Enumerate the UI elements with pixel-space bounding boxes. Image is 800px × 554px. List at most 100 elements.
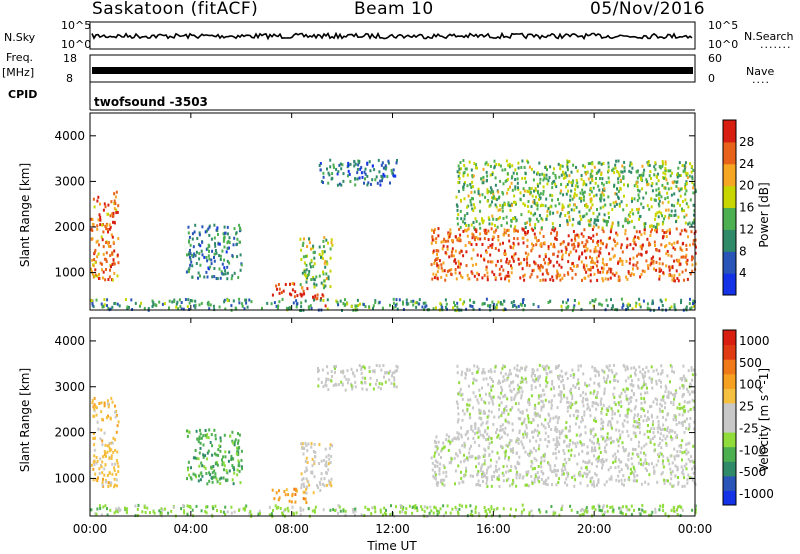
heatmap-cell bbox=[620, 400, 622, 404]
heatmap-cell bbox=[312, 246, 314, 250]
heatmap-cell bbox=[312, 276, 315, 279]
heatmap-cell bbox=[636, 170, 639, 174]
heatmap-cell bbox=[490, 227, 493, 231]
heatmap-cell bbox=[542, 278, 545, 282]
heatmap-cell bbox=[641, 269, 644, 273]
heatmap-cell bbox=[507, 274, 510, 278]
heatmap-cell bbox=[494, 183, 497, 187]
heatmap-cell bbox=[536, 429, 539, 433]
heatmap-cell bbox=[469, 182, 472, 186]
heatmap-cell bbox=[533, 379, 536, 383]
heatmap-cell bbox=[360, 367, 363, 371]
heatmap-cell bbox=[692, 444, 695, 448]
heatmap-cell bbox=[559, 212, 562, 216]
heatmap-cell bbox=[115, 413, 118, 417]
heatmap-cell bbox=[544, 278, 547, 282]
heatmap-cell bbox=[686, 262, 689, 266]
heatmap-cell bbox=[494, 247, 497, 250]
heatmap-cell bbox=[662, 162, 664, 166]
heatmap-cell bbox=[335, 365, 337, 368]
heatmap-cell bbox=[514, 187, 517, 191]
heatmap-cell bbox=[498, 467, 501, 471]
heatmap-cell bbox=[536, 182, 539, 186]
heatmap-cell bbox=[230, 505, 233, 509]
heatmap-cell bbox=[455, 437, 458, 441]
heatmap-cell bbox=[472, 381, 475, 385]
heatmap-cell bbox=[115, 190, 118, 194]
heatmap-cell bbox=[527, 200, 530, 203]
heatmap-cell bbox=[565, 174, 568, 178]
heatmap-cell bbox=[547, 462, 550, 466]
heatmap-cell bbox=[606, 509, 609, 513]
heatmap-cell bbox=[658, 262, 661, 266]
heatmap-cell bbox=[458, 228, 461, 231]
heatmap-cell bbox=[226, 271, 229, 275]
heatmap-cell bbox=[236, 468, 239, 472]
heatmap-cell bbox=[105, 227, 108, 231]
heatmap-cell bbox=[149, 511, 151, 515]
heatmap-cell bbox=[188, 240, 190, 244]
heatmap-cell bbox=[490, 505, 493, 509]
heatmap-cell bbox=[517, 161, 520, 165]
heatmap-cell bbox=[612, 201, 615, 205]
heatmap-cell bbox=[562, 472, 565, 476]
heatmap-cell bbox=[114, 202, 117, 206]
heatmap-cell bbox=[596, 483, 598, 487]
heatmap-cell bbox=[554, 174, 557, 177]
heatmap-cell bbox=[586, 484, 589, 488]
heatmap-cell bbox=[587, 162, 590, 166]
heatmap-cell bbox=[318, 443, 321, 447]
heatmap-cell bbox=[328, 479, 331, 483]
heatmap-cell bbox=[627, 454, 630, 457]
heatmap-cell bbox=[547, 366, 550, 370]
heatmap-cell bbox=[231, 430, 234, 434]
heatmap-cell bbox=[512, 257, 515, 261]
heatmap-cell bbox=[488, 392, 491, 396]
heatmap-cell bbox=[360, 371, 363, 375]
heatmap-cell bbox=[556, 260, 559, 264]
heatmap-cell bbox=[595, 407, 598, 411]
heatmap-cell bbox=[668, 231, 671, 235]
heatmap-cell bbox=[676, 433, 679, 437]
heatmap-cell bbox=[356, 167, 359, 171]
heatmap-cell bbox=[455, 452, 458, 456]
heatmap-cell bbox=[671, 278, 674, 282]
heatmap-cell bbox=[343, 304, 346, 307]
heatmap-cell bbox=[463, 453, 465, 457]
heatmap-cell bbox=[626, 244, 629, 247]
heatmap-cell bbox=[300, 301, 303, 305]
heatmap-cell bbox=[681, 406, 684, 410]
heatmap-cell bbox=[595, 256, 598, 260]
heatmap-cell bbox=[432, 251, 435, 255]
heatmap-cell bbox=[463, 300, 466, 304]
heatmap-cell bbox=[313, 262, 316, 266]
heatmap-cell bbox=[624, 379, 627, 383]
heatmap-cell bbox=[536, 239, 539, 243]
heatmap-cell bbox=[105, 260, 108, 263]
heatmap-cell bbox=[544, 166, 547, 169]
heatmap-cell bbox=[611, 247, 614, 251]
heatmap-cell bbox=[538, 363, 541, 367]
heatmap-cell bbox=[484, 509, 487, 513]
heatmap-cell bbox=[580, 420, 583, 424]
heatmap-cell bbox=[217, 453, 220, 457]
heatmap-cell bbox=[485, 170, 488, 174]
heatmap-cell bbox=[532, 228, 535, 232]
heatmap-cell bbox=[570, 170, 573, 174]
heatmap-cell bbox=[442, 261, 445, 265]
heatmap-cell bbox=[497, 381, 500, 385]
heatmap-cell bbox=[414, 504, 417, 508]
heatmap-cell bbox=[559, 273, 562, 277]
heatmap-cell bbox=[433, 276, 436, 280]
heatmap-cell bbox=[90, 298, 93, 302]
heatmap-cell bbox=[621, 170, 624, 174]
heatmap-cell bbox=[506, 464, 509, 468]
heatmap-cell bbox=[386, 175, 389, 179]
heatmap-cell bbox=[518, 429, 521, 433]
heatmap-cell bbox=[305, 263, 308, 267]
heatmap-cell bbox=[532, 200, 535, 204]
heatmap-cell bbox=[676, 175, 679, 179]
heatmap-cell bbox=[477, 470, 480, 473]
heatmap-cell bbox=[304, 299, 307, 303]
heatmap-cell bbox=[499, 203, 502, 207]
